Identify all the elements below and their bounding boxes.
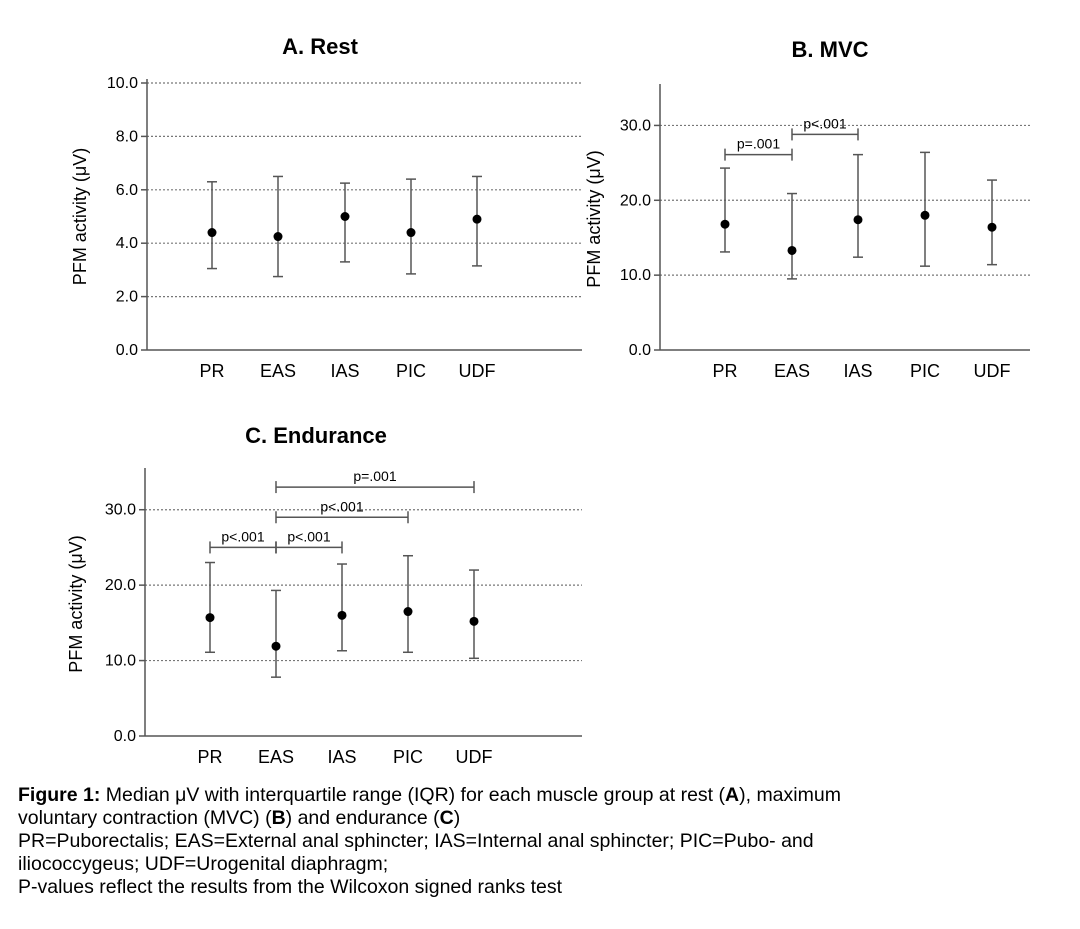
caption-text: ) <box>453 807 461 829</box>
y-tick-label: 2.0 <box>116 289 138 306</box>
caption-text: ), maximum <box>739 784 841 806</box>
median-point <box>340 212 350 221</box>
caption-panel-ref: A <box>725 784 740 806</box>
x-category-label: IAS <box>843 361 872 381</box>
caption-panel-ref: C <box>439 807 454 829</box>
significance-label: p=.001 <box>353 468 396 484</box>
significance-label: p<.001 <box>287 528 330 544</box>
median-point <box>273 232 283 242</box>
x-category-label: PIC <box>910 361 940 381</box>
x-category-label: UDF <box>459 361 496 381</box>
panel-title: C. Endurance <box>245 423 387 448</box>
median-point <box>720 219 730 229</box>
x-category-label: EAS <box>774 361 810 381</box>
x-category-label: PR <box>199 361 224 381</box>
caption-text: voluntary contraction (MVC) ( <box>18 807 272 829</box>
y-tick-label: 4.0 <box>116 235 138 252</box>
y-tick-label: 10.0 <box>105 653 136 670</box>
significance-label: p<.001 <box>221 528 264 544</box>
x-category-label: IAS <box>327 747 356 767</box>
y-axis-title: PFM activity (μV) <box>584 150 604 287</box>
y-tick-label: 0.0 <box>629 342 651 359</box>
caption-line-5: P-values reflect the results from the Wi… <box>18 876 563 898</box>
median-point <box>472 214 482 224</box>
median-point <box>406 228 416 238</box>
y-tick-label: 20.0 <box>620 192 651 209</box>
y-tick-label: 8.0 <box>116 128 138 145</box>
median-point <box>853 215 863 225</box>
caption-line-1: Figure 1: Median μV with interquartile r… <box>18 784 1068 807</box>
x-category-label: PIC <box>393 747 423 767</box>
median-point <box>920 210 930 220</box>
median-point <box>205 613 215 623</box>
panel-c: C. Endurance 0.0 10.0 20.0 30.0 PFM activity … <box>66 423 582 767</box>
y-tick-label: 0.0 <box>116 342 138 359</box>
caption-line-4: iliococcygeus; UDF=Urogenital diaphragm; <box>18 853 389 875</box>
x-category-label: PIC <box>396 361 426 381</box>
panel-b: B. MVC 0.0 10.0 20.0 30.0 PFM activity (μV) PR… <box>584 37 1030 381</box>
significance-label: p<.001 <box>320 498 363 514</box>
panel-a: A. Rest 0.0 2.0 4.0 6.0 8.0 10.0 PFM activity (… <box>70 34 582 381</box>
y-tick-label: 30.0 <box>620 117 651 134</box>
significance-label: p<.001 <box>803 115 846 131</box>
median-point <box>271 641 281 651</box>
y-tick-label: 10.0 <box>620 267 651 284</box>
x-category-label: EAS <box>258 747 294 767</box>
y-tick-label: 0.0 <box>114 728 136 745</box>
panel-title: B. MVC <box>792 37 869 62</box>
significance-label: p=.001 <box>737 136 780 152</box>
caption-figure-label: Figure 1: <box>18 784 101 806</box>
x-category-label: PR <box>197 747 222 767</box>
caption-line-2: voluntary contraction (MVC) (B) and endu… <box>18 807 1068 830</box>
figure-area: A. Rest 0.0 2.0 4.0 6.0 8.0 10.0 PFM activity (… <box>66 34 1030 767</box>
x-category-label: IAS <box>330 361 359 381</box>
median-point <box>207 228 217 238</box>
median-point <box>337 610 347 620</box>
y-tick-label: 6.0 <box>116 182 138 199</box>
median-point <box>469 616 479 626</box>
figure-caption: Figure 1: Median μV with interquartile r… <box>18 784 1068 899</box>
median-point <box>987 222 997 232</box>
y-tick-label: 20.0 <box>105 577 136 594</box>
panel-title: A. Rest <box>282 34 358 59</box>
figure-svg: A. Rest 0.0 2.0 4.0 6.0 8.0 10.0 PFM activity (… <box>66 34 1030 767</box>
x-category-label: UDF <box>974 361 1011 381</box>
y-tick-label: 30.0 <box>105 502 136 519</box>
y-axis-title: PFM activity (μV) <box>70 148 90 285</box>
x-category-label: EAS <box>260 361 296 381</box>
caption-text: ) and endurance ( <box>285 807 440 829</box>
median-point <box>403 607 413 617</box>
caption-panel-ref: B <box>271 807 286 829</box>
y-axis-title: PFM activity (μV) <box>66 535 86 672</box>
caption-text: Median μV with interquartile range (IQR)… <box>100 784 726 806</box>
x-category-label: PR <box>712 361 737 381</box>
x-category-label: UDF <box>456 747 493 767</box>
median-point <box>787 245 797 255</box>
y-tick-label: 10.0 <box>107 75 138 92</box>
caption-line-3: PR=Puborectalis; EAS=External anal sphin… <box>18 830 814 852</box>
